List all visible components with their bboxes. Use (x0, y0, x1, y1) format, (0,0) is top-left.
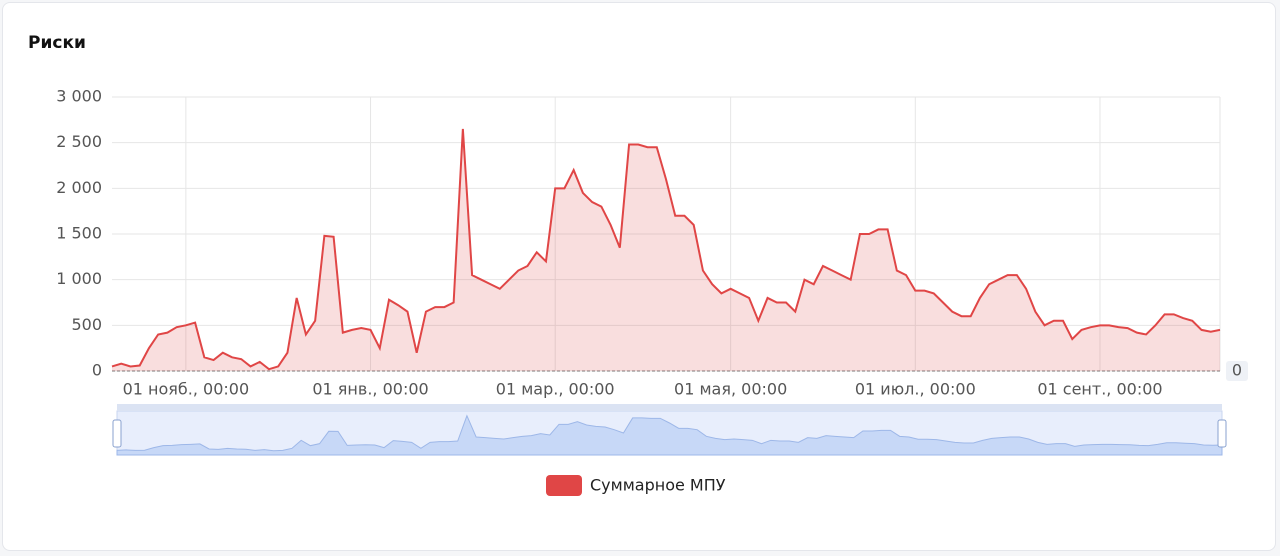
x-tick-label: 01 июл., 00:00 (855, 380, 976, 399)
zoom-handle[interactable] (112, 419, 122, 448)
card-title: Риски (28, 33, 86, 53)
x-tick-label: 01 янв., 00:00 (312, 380, 428, 399)
legend-label: Суммарное МПУ (590, 476, 726, 495)
y-tick-label: 0 (92, 361, 102, 380)
y-tick-label: 2 500 (56, 132, 102, 151)
x-tick-label: 01 сент., 00:00 (1037, 380, 1162, 399)
y-tick-label: 1 500 (56, 224, 102, 243)
y-tick-label: 1 000 (56, 269, 102, 288)
line (111, 128, 1221, 371)
x-tick-label: 01 мая, 00:00 (674, 380, 787, 399)
y2-tick-label: 0 (1232, 361, 1242, 380)
zoom-area (116, 414, 1223, 456)
legend-swatch[interactable] (546, 475, 582, 496)
zoom-handle[interactable] (1217, 419, 1227, 448)
area (112, 128, 1220, 371)
y2-tick-bg (1226, 361, 1248, 381)
y-tick-label: 3 000 (56, 87, 102, 106)
y-tick-label: 500 (71, 315, 102, 334)
x-tick-label: 01 нояб., 00:00 (123, 380, 250, 399)
x-tick-label: 01 мар., 00:00 (496, 380, 615, 399)
y-tick-label: 2 000 (56, 178, 102, 197)
zoom-top-bar (117, 404, 1222, 411)
